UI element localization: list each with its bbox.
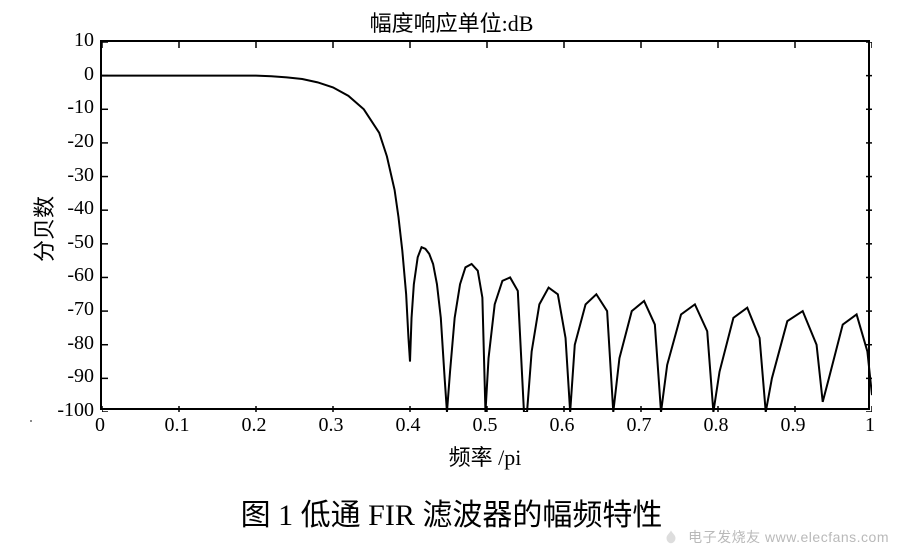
y-tick-label: -10 xyxy=(44,96,94,119)
y-tick-label: 10 xyxy=(44,29,94,52)
y-tick-label: -20 xyxy=(44,130,94,153)
watermark-icon xyxy=(662,529,680,547)
x-tick-label: 0.1 xyxy=(152,414,202,437)
y-tick-label: -50 xyxy=(44,231,94,254)
x-tick-label: 0.7 xyxy=(614,414,664,437)
x-tick-label: 0.8 xyxy=(691,414,741,437)
line-chart-svg xyxy=(102,42,872,412)
y-tick-label: 0 xyxy=(44,63,94,86)
page: 幅度响应单位:dB 分贝数 频率 /pi 100-10-20-30-40-50-… xyxy=(0,0,903,555)
x-tick-label: 0.2 xyxy=(229,414,279,437)
watermark: 电子发烧友 www.elecfans.com xyxy=(662,527,889,547)
plot-area xyxy=(100,40,870,410)
y-tick-label: -80 xyxy=(44,332,94,355)
x-tick-label: 0.9 xyxy=(768,414,818,437)
x-tick-label: 0 xyxy=(75,414,125,437)
x-tick-label: 0.5 xyxy=(460,414,510,437)
y-tick-label: -40 xyxy=(44,197,94,220)
scan-speck xyxy=(30,420,32,422)
y-tick-label: -90 xyxy=(44,365,94,388)
x-tick-label: 0.3 xyxy=(306,414,356,437)
watermark-text: 电子发烧友 www.elecfans.com xyxy=(688,529,889,545)
y-tick-label: -30 xyxy=(44,164,94,187)
chart-title: 幅度响应单位:dB xyxy=(0,6,903,38)
x-tick-label: 1 xyxy=(845,414,895,437)
x-tick-label: 0.4 xyxy=(383,414,433,437)
y-tick-label: -60 xyxy=(44,264,94,287)
magnitude-response-line xyxy=(102,76,872,412)
y-tick-label: -70 xyxy=(44,298,94,321)
x-axis-label: 频率 /pi xyxy=(100,440,870,472)
x-tick-label: 0.6 xyxy=(537,414,587,437)
